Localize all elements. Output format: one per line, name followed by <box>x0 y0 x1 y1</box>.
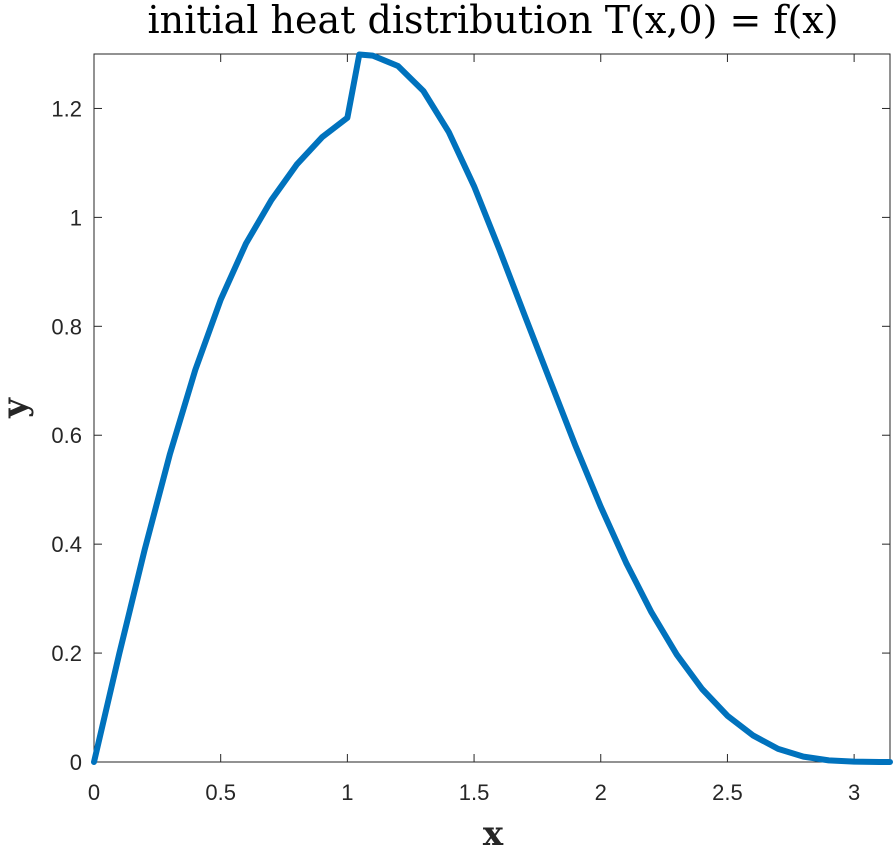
tick-marks <box>93 54 890 763</box>
y-tick-label: 1 <box>70 205 82 230</box>
tick-labels: 0 0.5 1 1.5 2 2.5 3 0 0.2 0.4 0.6 0.8 1 1.2 <box>51 96 860 805</box>
x-tick-label: 2.5 <box>712 780 743 805</box>
x-axis-label: x <box>483 814 504 850</box>
x-tick-label: 3 <box>848 780 860 805</box>
x-tick-label: 2 <box>595 780 607 805</box>
series-line <box>91 51 893 765</box>
y-tick-label: 0.4 <box>51 532 82 557</box>
y-tick-label: 1.2 <box>51 96 82 121</box>
x-tick-label: 1.5 <box>459 780 490 805</box>
x-tick-label: 1 <box>341 780 353 805</box>
y-tick-label: 0 <box>70 750 82 775</box>
y-axis-label: y <box>0 397 35 419</box>
x-tick-label: 0 <box>88 780 100 805</box>
chart-title: initial heat distribution T(x,0) = f(x) <box>147 0 838 42</box>
x-tick-label: 0.5 <box>205 780 236 805</box>
plot-frame <box>93 53 891 763</box>
y-tick-label: 0.2 <box>51 641 82 666</box>
y-tick-label: 0.6 <box>51 423 82 448</box>
y-tick-label: 0.8 <box>51 314 82 339</box>
